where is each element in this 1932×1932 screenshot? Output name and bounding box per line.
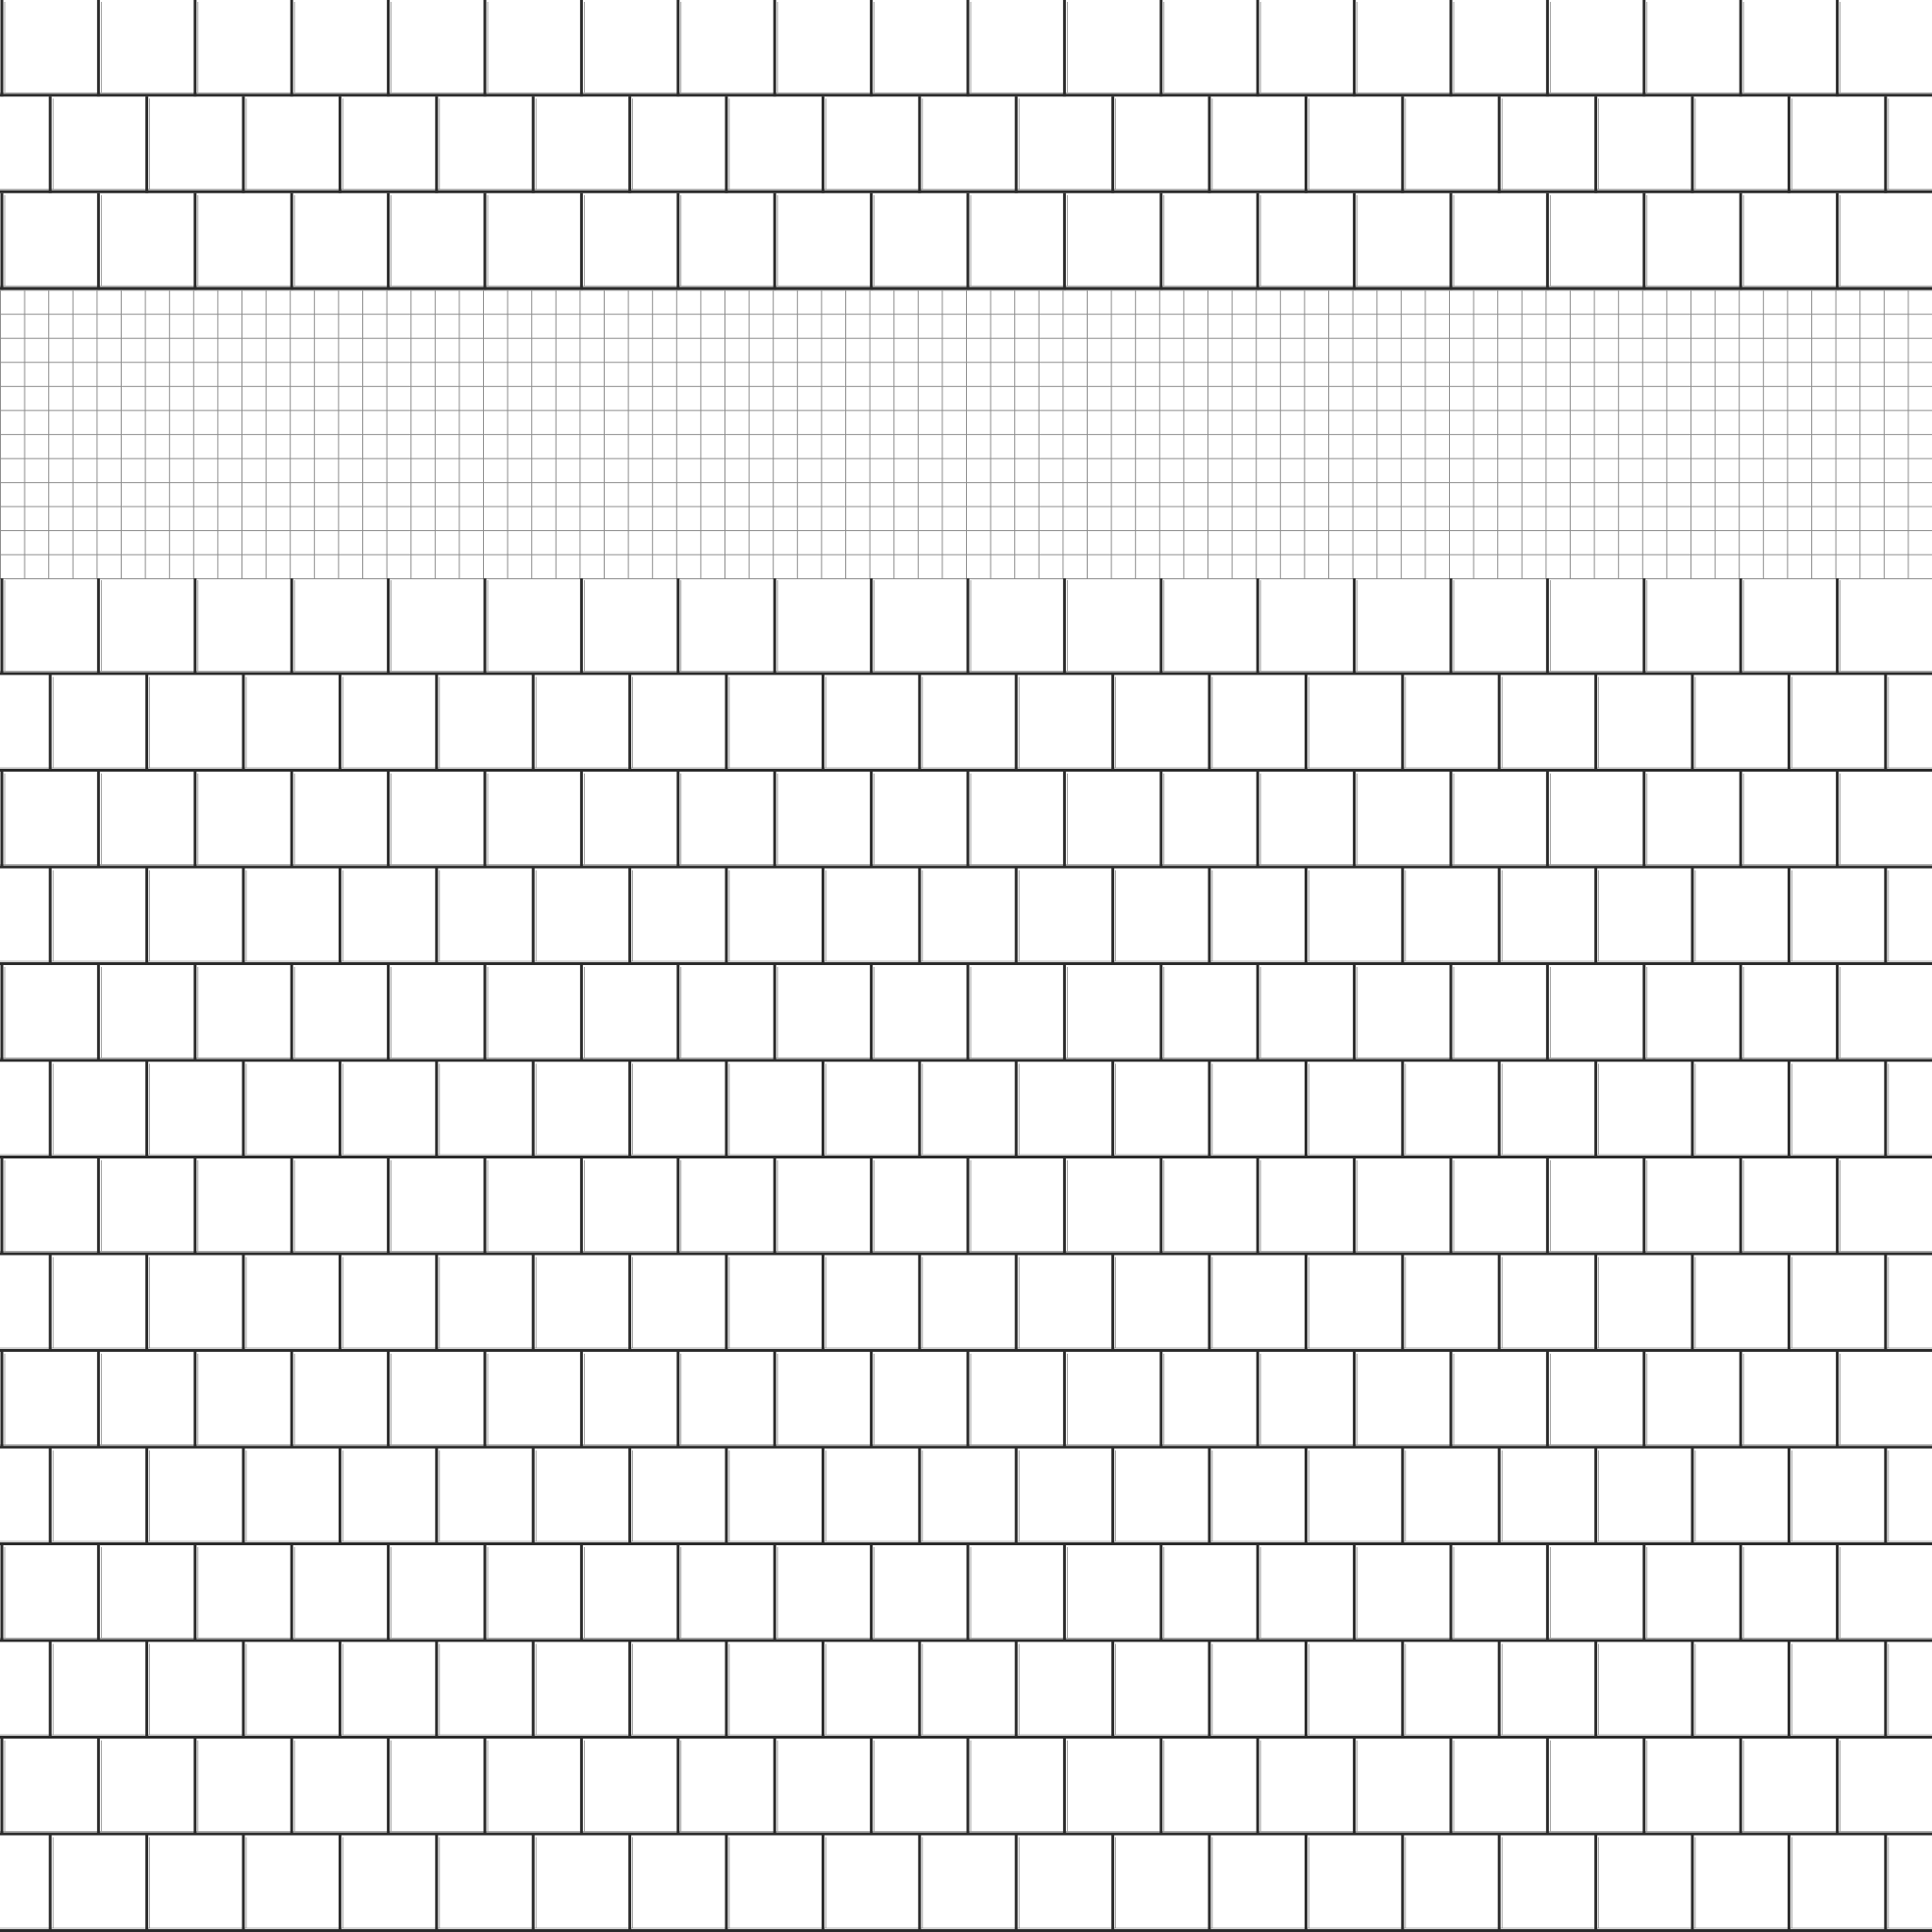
mosaic-tile-band bbox=[0, 290, 1932, 579]
large-tile-band-bottom bbox=[0, 578, 1932, 1932]
large-tile-band-top bbox=[0, 0, 1932, 291]
